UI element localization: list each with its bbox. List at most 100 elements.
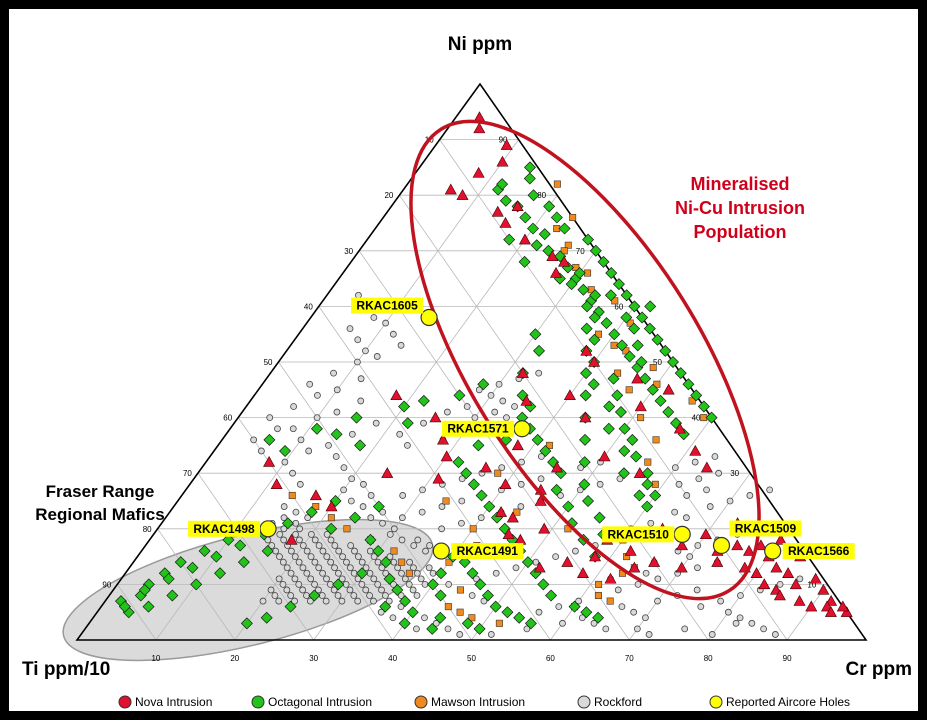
point-rockford-71 <box>295 558 303 566</box>
hole-label-rkac1509: RKAC1509 <box>735 521 797 535</box>
hole-marker-rkac1566 <box>764 542 782 560</box>
point-rockford-5 <box>362 564 370 572</box>
point-rockford-281 <box>683 514 690 522</box>
point-rockford-139 <box>472 575 480 583</box>
point-octagonal-29 <box>577 283 590 296</box>
point-rockford-186 <box>523 625 531 633</box>
point-nova-53 <box>558 255 571 267</box>
point-rockford-11 <box>303 569 311 577</box>
point-nova-14 <box>731 539 744 551</box>
point-rockford-228 <box>266 414 274 422</box>
point-rockford-126 <box>379 519 386 527</box>
point-nova-65 <box>579 411 592 423</box>
point-nova-76 <box>774 533 787 545</box>
point-nova-72 <box>633 467 646 478</box>
point-rockford-236 <box>362 347 369 355</box>
point-nova-39 <box>432 472 445 484</box>
point-rockford-279 <box>746 492 754 499</box>
legend-item-0: Nova Intrusion <box>118 695 212 709</box>
point-rockford-78 <box>406 558 413 566</box>
point-nova-54 <box>550 266 563 278</box>
point-mawson-16 <box>626 319 634 327</box>
hole-label-bg-rkac1491 <box>451 543 524 560</box>
point-rockford-182 <box>413 625 420 633</box>
point-rockford-6 <box>378 564 386 572</box>
point-rockford-265 <box>654 597 661 605</box>
point-rockford-3 <box>331 564 338 572</box>
point-octagonal-0 <box>524 161 537 174</box>
hole-label-bg-rkac1605 <box>351 297 424 314</box>
legend-swatch-0 <box>118 695 132 709</box>
point-octagonal-86 <box>628 322 641 335</box>
point-rockford-212 <box>281 458 289 466</box>
point-octagonal-11 <box>620 289 633 302</box>
point-octagonal-14 <box>643 322 656 335</box>
point-rockford-41 <box>283 586 291 594</box>
point-nova-37 <box>495 506 508 517</box>
point-rockford-224 <box>330 369 337 377</box>
point-rockford-216 <box>332 453 340 460</box>
point-rockford-147 <box>458 519 465 527</box>
point-mawson-1 <box>569 213 577 221</box>
point-rockford-209 <box>289 425 297 433</box>
point-rockford-80 <box>291 553 299 560</box>
point-octagonal-53 <box>617 467 630 480</box>
point-octagonal-67 <box>593 511 606 524</box>
point-octagonal-88 <box>635 356 648 368</box>
point-octagonal-60 <box>580 367 593 380</box>
point-octagonal-22 <box>705 411 718 424</box>
point-rockford-208 <box>313 414 321 422</box>
point-rockford-286 <box>671 464 679 472</box>
point-nova-23 <box>624 544 637 556</box>
point-mawson-15 <box>611 297 619 305</box>
point-mawson-11 <box>688 397 696 405</box>
point-octagonal-188 <box>399 595 412 608</box>
point-nova-86 <box>270 478 283 490</box>
point-rockford-158 <box>438 503 446 510</box>
point-rockford-64 <box>322 597 330 605</box>
point-octagonal-185 <box>434 589 447 602</box>
point-rockford-296 <box>535 369 543 377</box>
point-rockford-84 <box>354 553 362 560</box>
point-octagonal-149 <box>325 522 338 535</box>
point-octagonal-142 <box>237 556 250 569</box>
point-octagonal-99 <box>604 289 617 302</box>
point-nova-34 <box>506 511 519 523</box>
hole-rkac1509: RKAC1509 <box>712 520 802 555</box>
point-rockford-165 <box>577 464 585 472</box>
point-rockford-294 <box>495 380 503 388</box>
point-rockford-70 <box>279 558 287 566</box>
point-octagonal-131 <box>524 617 537 630</box>
point-rockford-244 <box>404 441 411 449</box>
point-nova-67 <box>588 355 601 367</box>
point-rockford-302 <box>503 414 510 422</box>
point-nova-68 <box>580 344 593 356</box>
tick-label-right-80: 80 <box>537 191 546 200</box>
point-rockford-96 <box>299 542 307 549</box>
point-rockford-200 <box>575 597 583 605</box>
point-rockford-73 <box>327 558 335 566</box>
point-rockford-121 <box>426 542 433 549</box>
tick-label-right-40: 40 <box>692 414 701 423</box>
legend-swatch-4 <box>709 695 723 709</box>
point-nova-46 <box>472 166 485 178</box>
point-rockford-20 <box>275 575 283 583</box>
point-nova-40 <box>440 450 453 462</box>
point-nova-43 <box>390 389 403 401</box>
point-rockford-183 <box>444 625 452 633</box>
point-rockford-221 <box>333 408 341 416</box>
point-rockford-148 <box>477 514 485 522</box>
point-rockford-223 <box>353 358 361 366</box>
point-octagonal-40 <box>662 406 675 419</box>
point-rockford-88 <box>287 547 295 555</box>
point-rockford-7 <box>394 564 402 572</box>
point-octagonal-151 <box>372 500 385 513</box>
point-rockford-211 <box>305 447 313 455</box>
point-nova-24 <box>604 572 617 584</box>
point-octagonal-127 <box>481 589 494 602</box>
point-octagonal-4 <box>550 211 563 224</box>
point-rockford-51 <box>287 592 295 599</box>
point-rockford-17 <box>398 569 405 577</box>
point-rockford-298 <box>487 391 495 399</box>
point-rockford-263 <box>630 608 638 616</box>
